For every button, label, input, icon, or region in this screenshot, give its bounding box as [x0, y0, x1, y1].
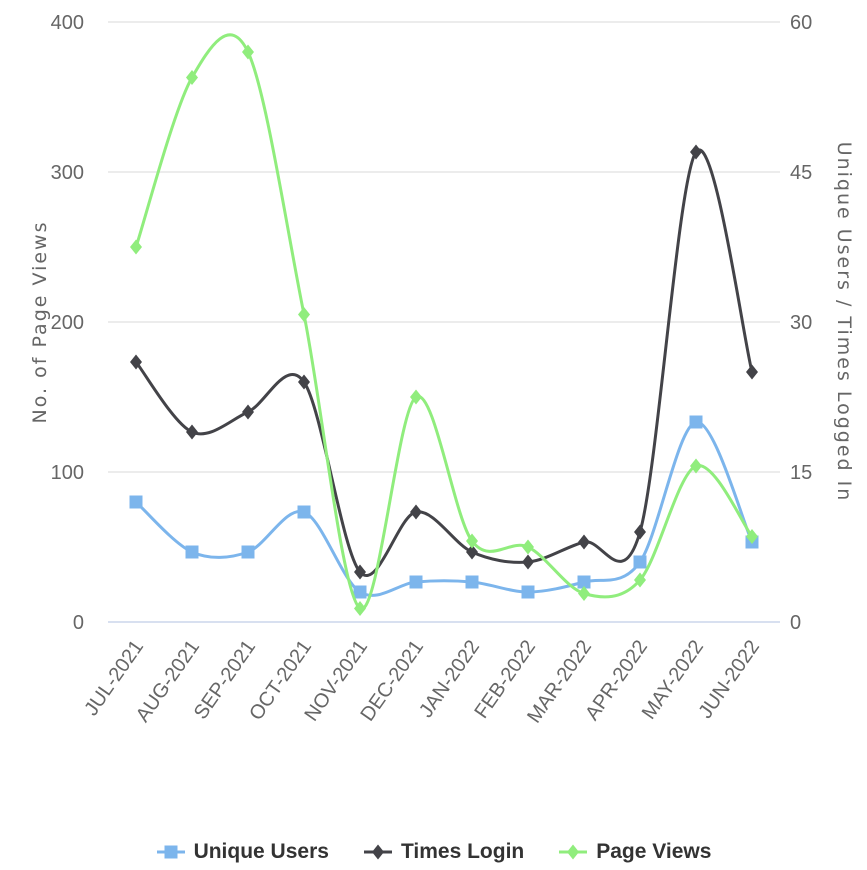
legend: Unique Users Times Login Page Views — [0, 834, 867, 870]
data-point-marker[interactable] — [354, 564, 366, 580]
legend-marker — [567, 844, 580, 860]
data-point-marker[interactable] — [186, 70, 198, 85]
left-axis-title: No. of Page Views — [29, 221, 51, 424]
legend-marker — [371, 844, 384, 860]
legend-label: Unique Users — [193, 840, 329, 863]
data-point-marker[interactable] — [746, 364, 758, 380]
series-unique-users — [129, 415, 759, 599]
data-point-marker[interactable] — [186, 424, 198, 440]
legend-item-times-login[interactable]: Times Login — [363, 840, 524, 864]
left-tick-label: 300 — [51, 162, 84, 184]
right-tick-label: 60 — [790, 12, 812, 34]
data-point-marker[interactable] — [130, 354, 142, 370]
right-tick-label: 15 — [790, 462, 812, 484]
left-axis-ticks: 0 100 200 300 400 — [51, 12, 84, 634]
data-point-marker[interactable] — [297, 505, 311, 519]
legend-item-page-views[interactable]: Page Views — [558, 840, 711, 864]
x-axis-ticks: JUL-2021AUG-2021SEP-2021OCT-2021NOV-2021… — [80, 636, 764, 727]
legend-item-unique-users[interactable]: Unique Users — [156, 840, 329, 864]
data-point-marker[interactable] — [634, 572, 646, 588]
series-line[interactable] — [134, 420, 754, 597]
series-page-views — [130, 33, 758, 616]
left-tick-label: 200 — [51, 312, 84, 334]
data-point-marker[interactable] — [466, 533, 478, 549]
data-point-marker[interactable] — [241, 545, 255, 559]
series-layer — [129, 33, 759, 616]
data-point-marker[interactable] — [298, 307, 310, 322]
data-point-marker[interactable] — [466, 544, 478, 560]
data-point-marker[interactable] — [578, 534, 590, 550]
data-point-marker[interactable] — [185, 545, 199, 559]
legend-label: Times Login — [400, 840, 525, 863]
data-point-marker[interactable] — [242, 404, 254, 420]
data-point-marker[interactable] — [577, 575, 591, 589]
legend-symbol-icon — [156, 845, 185, 859]
right-axis-title: Unique Users / Times Logged In — [833, 142, 855, 503]
data-point-marker[interactable] — [521, 585, 535, 599]
legend-label: Page Views — [596, 840, 712, 863]
data-point-marker[interactable] — [410, 504, 422, 520]
data-point-marker[interactable] — [634, 524, 646, 540]
left-tick-label: 400 — [51, 12, 84, 34]
data-point-marker[interactable] — [690, 144, 702, 160]
left-tick-label: 0 — [73, 612, 84, 634]
data-point-marker[interactable] — [690, 458, 702, 474]
gridlines — [108, 21, 780, 623]
data-point-marker[interactable] — [522, 554, 534, 570]
data-point-marker[interactable] — [410, 389, 422, 405]
series-times-login — [130, 144, 758, 580]
data-point-marker[interactable] — [354, 601, 366, 616]
data-point-marker[interactable] — [130, 239, 142, 255]
data-point-marker[interactable] — [633, 555, 647, 569]
right-axis-ticks: 0 15 30 45 60 — [790, 12, 812, 634]
data-point-marker[interactable] — [689, 415, 703, 429]
legend-symbol-icon — [559, 844, 588, 860]
right-tick-label: 0 — [790, 612, 801, 634]
right-tick-label: 45 — [790, 162, 812, 184]
legend-symbol-icon — [363, 844, 392, 860]
data-point-marker[interactable] — [242, 44, 254, 60]
data-point-marker[interactable] — [409, 575, 423, 589]
left-tick-label: 100 — [51, 462, 84, 484]
chart-svg: 0 100 200 300 400 0 15 30 45 60 JUL-2021AUG-2021… — [29, 12, 855, 727]
data-point-marker[interactable] — [746, 529, 758, 544]
legend-marker — [164, 845, 178, 859]
data-point-marker[interactable] — [129, 495, 143, 509]
data-point-marker[interactable] — [298, 374, 310, 390]
right-tick-label: 30 — [790, 312, 812, 334]
data-point-marker[interactable] — [578, 586, 590, 601]
data-point-marker[interactable] — [465, 575, 479, 589]
data-point-marker[interactable] — [353, 585, 367, 599]
data-point-marker[interactable] — [522, 539, 534, 555]
